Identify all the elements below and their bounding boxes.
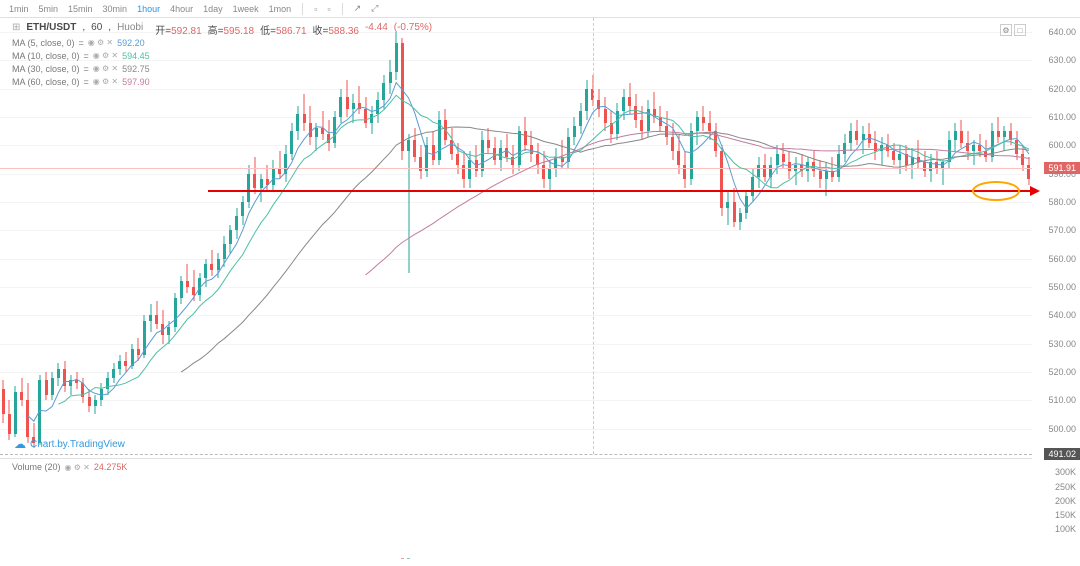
ytick: 550.00 xyxy=(1048,282,1076,292)
vol-ytick: 250K xyxy=(1055,482,1076,492)
ma-legend-item: MA (30, close, 0)=◉ ⚙ ✕592.75 xyxy=(12,62,150,75)
symbol-name: ETH/USDT xyxy=(26,22,76,37)
chart-type-icon[interactable]: ▫ xyxy=(311,4,320,14)
ytick: 500.00 xyxy=(1048,424,1076,434)
vol-ytick: 200K xyxy=(1055,496,1076,506)
ma-legend-item: MA (60, close, 0)=◉ ⚙ ✕597.90 xyxy=(12,75,150,88)
ma-legend-item: MA (10, close, 0)=◉ ⚙ ✕594.45 xyxy=(12,49,150,62)
exchange-name: Huobi xyxy=(117,22,143,37)
volume-chart[interactable] xyxy=(0,458,1032,558)
settings-icon[interactable]: ⤢ xyxy=(368,3,381,14)
current-price-tag: 591.91 xyxy=(1044,162,1080,174)
support-line[interactable] xyxy=(208,190,1032,192)
vol-ytick: 150K xyxy=(1055,510,1076,520)
ytick: 560.00 xyxy=(1048,254,1076,264)
interval-1week[interactable]: 1week xyxy=(230,4,262,14)
tradingview-logo: ☁ Chart.by.TradingView xyxy=(14,437,125,451)
ytick: 640.00 xyxy=(1048,27,1076,37)
ytick: 610.00 xyxy=(1048,112,1076,122)
symbol-info: ⊞ ETH/USDT , 60 , Huobi 开=592.81 高=595.1… xyxy=(12,22,432,37)
indicator-icon[interactable]: ▫ xyxy=(324,4,333,14)
ytick: 620.00 xyxy=(1048,84,1076,94)
ytick: 570.00 xyxy=(1048,225,1076,235)
chart-settings-icons[interactable]: ⚙□ xyxy=(1000,24,1026,36)
ma-legend-item: MA (5, close, 0)=◉ ⚙ ✕592.20 xyxy=(12,36,150,49)
ytick: 580.00 xyxy=(1048,197,1076,207)
ytick: 630.00 xyxy=(1048,55,1076,65)
interval-30min[interactable]: 30min xyxy=(100,4,131,14)
interval-1day[interactable]: 1day xyxy=(200,4,226,14)
ytick: 540.00 xyxy=(1048,310,1076,320)
vol-ytick: 100K xyxy=(1055,524,1076,534)
vol-ytick: 300K xyxy=(1055,467,1076,477)
interval-1mon[interactable]: 1mon xyxy=(266,4,295,14)
interval-4hour[interactable]: 4hour xyxy=(167,4,196,14)
ytick: 600.00 xyxy=(1048,140,1076,150)
interval-1min[interactable]: 1min xyxy=(6,4,32,14)
ytick: 530.00 xyxy=(1048,339,1076,349)
highlight-ellipse[interactable] xyxy=(972,181,1020,201)
price-chart[interactable]: 491.02591.91 xyxy=(0,18,1032,454)
volume-legend: Volume (20) ◉ ⚙ ✕ 24.275K xyxy=(12,462,127,472)
interval-toolbar: 1min 5min15min 30min1hour 4hour 1day 1week 1mo… xyxy=(0,0,1080,18)
interval-5min[interactable]: 5min xyxy=(36,4,62,14)
ytick: 510.00 xyxy=(1048,395,1076,405)
ytick: 520.00 xyxy=(1048,367,1076,377)
ma-legend: MA (5, close, 0)=◉ ⚙ ✕592.20MA (10, clos… xyxy=(12,36,150,88)
price-yaxis: 640.00630.00620.00610.00600.00590.00580.… xyxy=(1032,18,1080,454)
volume-yaxis: 300K 250K 200K 150K 100K xyxy=(1032,458,1080,558)
interval-1hour[interactable]: 1hour xyxy=(134,4,163,14)
interval-value: 60 xyxy=(91,22,102,37)
interval-15min[interactable]: 15min xyxy=(65,4,96,14)
fullscreen-icon[interactable]: ↗ xyxy=(351,3,365,14)
